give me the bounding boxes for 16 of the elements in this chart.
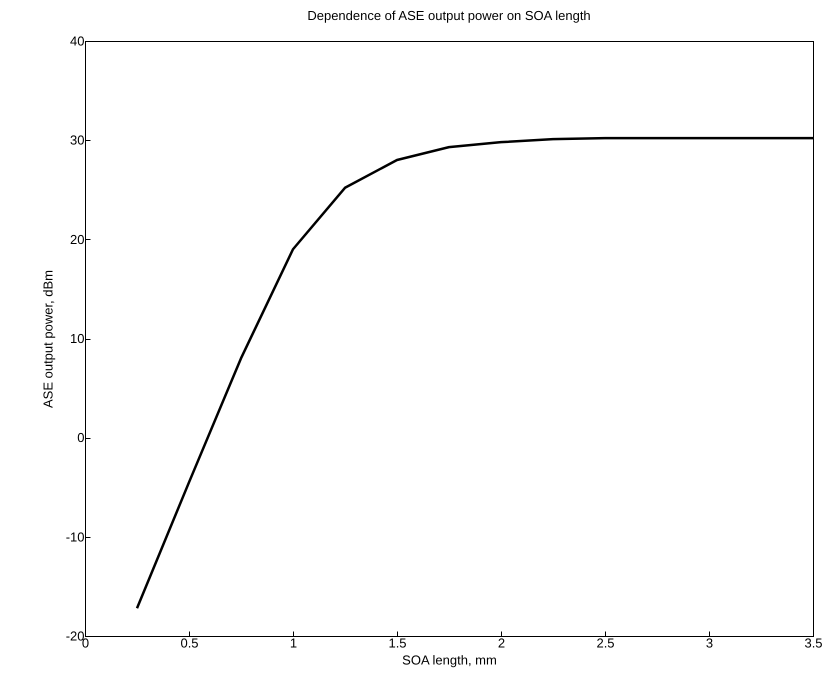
x-tick-label: 3 (706, 636, 714, 650)
y-tick-label: 0 (77, 430, 84, 446)
y-tick-label: -10 (66, 529, 84, 544)
x-tick-label: 2.5 (596, 636, 615, 650)
x-tick-label: 0.5 (180, 636, 199, 650)
x-tick-label: 1.5 (388, 636, 407, 650)
x-tick-label: 1 (290, 636, 298, 650)
y-tick-label: 10 (70, 331, 84, 346)
x-tick-label: 2 (498, 636, 506, 650)
chart-title: Dependence of ASE output power on SOA length (307, 8, 591, 23)
y-tick-label: 30 (70, 132, 84, 148)
y-tick-label: 20 (70, 232, 84, 247)
y-axis-title: ASE output power, dBm (40, 270, 56, 408)
x-tick-label: 3.5 (804, 636, 823, 650)
x-axis-title: SOA length, mm (402, 652, 497, 668)
y-tick-label: 40 (70, 34, 84, 48)
